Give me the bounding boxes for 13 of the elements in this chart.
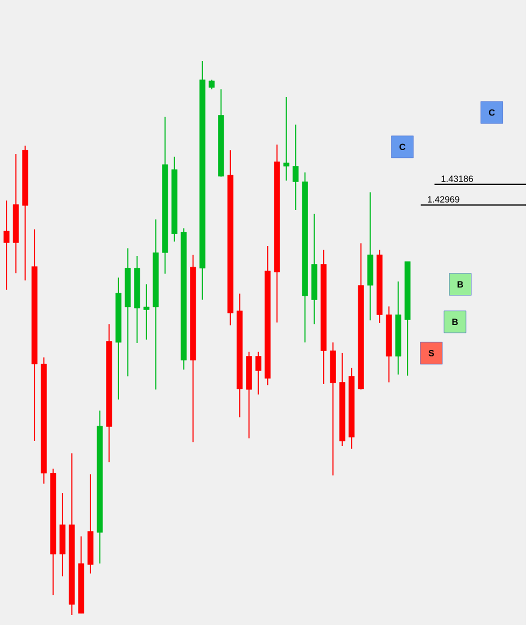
text: B bbox=[458, 281, 464, 288]
candlestick bbox=[284, 96, 290, 182]
text: 1.43186 bbox=[442, 176, 474, 182]
text: C bbox=[489, 109, 496, 116]
candlestick bbox=[144, 284, 150, 340]
candlestick bbox=[4, 200, 10, 290]
text: 1.42969 bbox=[428, 196, 460, 203]
candlestick bbox=[292, 124, 299, 211]
candlestick bbox=[208, 79, 215, 90]
annotation: C bbox=[400, 144, 406, 150]
text: B bbox=[452, 318, 458, 325]
candlestick bbox=[256, 351, 262, 396]
text: S bbox=[428, 350, 434, 356]
